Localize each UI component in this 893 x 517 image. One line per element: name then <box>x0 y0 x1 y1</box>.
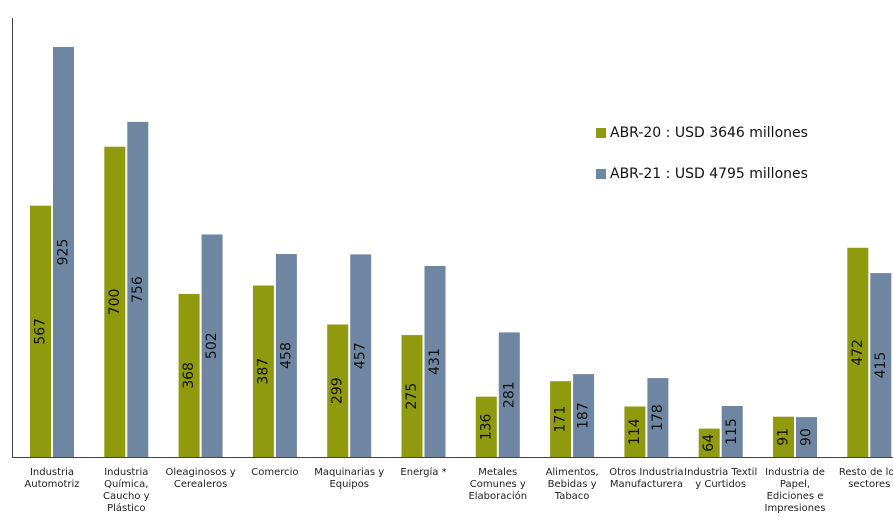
category-label: Resto de lossectores <box>839 467 893 490</box>
bar-value-label: 502 <box>204 332 220 359</box>
bar-s1-c10 <box>698 428 720 457</box>
bar-s1-c8 <box>550 381 572 457</box>
bar-s1-c7 <box>475 396 497 457</box>
legend-label: ABR-21 : USD 4795 millones <box>610 166 808 182</box>
legend-label: ABR-20 : USD 3646 millones <box>610 125 808 141</box>
bar-value-label: 368 <box>181 362 197 389</box>
bar-value-label: 90 <box>799 428 815 446</box>
bar-value-label: 281 <box>501 381 517 408</box>
category-label: Oleaginosos y Cerealeros <box>166 467 236 490</box>
category-label: Metales Comunes y Elaboración <box>468 467 527 502</box>
bar-s1-c2 <box>104 146 126 457</box>
bar-s2-c12 <box>870 273 892 457</box>
bar-value-label: 756 <box>130 276 146 303</box>
bar-value-label: 299 <box>330 377 346 404</box>
bar-value-label: 925 <box>56 239 72 266</box>
bar-value-label: 431 <box>427 348 443 375</box>
bar-value-label: 171 <box>553 406 569 433</box>
category-label: Maquinarias y Equipos <box>314 467 384 490</box>
bar-s2-c3 <box>201 234 223 457</box>
bar-value-label: 187 <box>576 402 592 429</box>
bar-s1-c1 <box>30 205 51 457</box>
bar-s1-c11 <box>773 416 794 457</box>
category-label: Energía * <box>400 466 446 478</box>
bar-value-label: 458 <box>278 342 294 369</box>
bar-value-label: 472 <box>850 339 866 366</box>
bar-value-label: 115 <box>724 418 740 445</box>
category-label: Industria Automotriz <box>24 467 79 490</box>
bar-value-label: 387 <box>255 358 271 385</box>
bar-s2-c10 <box>721 406 743 457</box>
bar-value-label: 415 <box>873 352 889 379</box>
bar-s1-c5 <box>327 324 349 457</box>
bar-value-label: 136 <box>478 413 494 440</box>
bar-value-label: 178 <box>650 404 666 431</box>
bar-s2-c11 <box>796 417 817 457</box>
category-label: Industria Química, Caucho y Plástico <box>103 467 150 514</box>
bar-s1-c6 <box>401 335 423 457</box>
bar-s2-c2 <box>127 121 149 458</box>
category-labels-group: Industria Automotriz Industria Química, Cauc… <box>24 466 893 514</box>
category-label: Comercio <box>251 467 298 478</box>
bar-labels-group: 567 925 700 756 368 502 387 458 299 457 275 431 136 2… <box>33 239 889 452</box>
category-label: Otros Industria Manufacturera <box>609 467 683 490</box>
bar-s1-c9 <box>624 406 646 457</box>
category-label: Industria Textil y Curtidos <box>684 467 757 490</box>
bar-s2-c9 <box>647 378 669 457</box>
bar-s2-c6 <box>424 266 446 457</box>
bar-s2-c5 <box>350 254 372 457</box>
bar-value-label: 700 <box>107 289 123 316</box>
bar-s2-c1 <box>53 47 74 457</box>
bars-group <box>30 47 892 458</box>
bar-value-label: 275 <box>404 383 420 410</box>
legend: ABR-20 : USD 3646 millones ABR-21 : USD 4… <box>596 125 808 182</box>
bar-value-label: 91 <box>776 428 792 446</box>
bar-value-label: 567 <box>33 318 49 345</box>
bar-s1-c3 <box>178 293 200 457</box>
legend-swatch <box>596 128 606 138</box>
bar-value-label: 64 <box>701 434 717 452</box>
bar-s2-c4 <box>275 254 297 457</box>
bar-s1-c4 <box>252 285 274 457</box>
bar-s2-c8 <box>573 374 595 457</box>
bar-value-label: 457 <box>353 342 369 369</box>
bar-s2-c7 <box>498 332 520 457</box>
bar-s1-c12 <box>847 247 869 457</box>
bar-value-label: 114 <box>627 418 643 445</box>
category-label: Alimentos, Bebidas y Tabaco <box>546 467 599 502</box>
legend-swatch <box>596 169 606 179</box>
category-label: Industria de Papel, Ediciones e Impresiones <box>765 467 826 514</box>
